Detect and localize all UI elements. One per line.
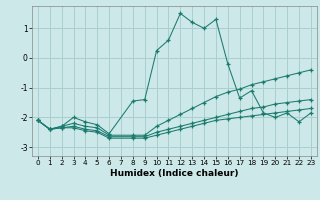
X-axis label: Humidex (Indice chaleur): Humidex (Indice chaleur) <box>110 169 239 178</box>
